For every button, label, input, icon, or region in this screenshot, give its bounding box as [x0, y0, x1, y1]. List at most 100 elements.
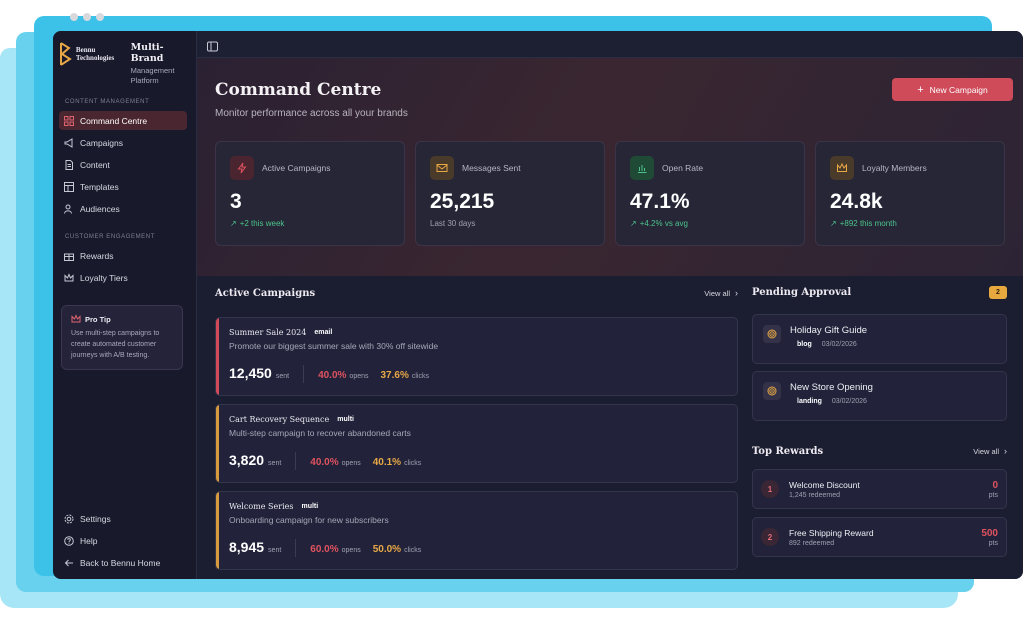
trend-up-icon: ↗: [830, 219, 837, 228]
section-header: Pending Approval 2: [752, 277, 1007, 307]
stat-card-messages-sent: Messages Sent 25,215 Last 30 days: [415, 141, 605, 246]
open-rate: 60.0%: [310, 544, 339, 555]
gift-icon: [64, 251, 74, 261]
bennu-logo-icon: [59, 42, 72, 66]
click-rate: 37.6%: [380, 370, 409, 381]
sidebar-item-campaigns[interactable]: Campaigns: [59, 133, 187, 152]
brand[interactable]: Bennu Technologies Multi-Brand Managemen…: [53, 31, 196, 87]
sidebar-item-help[interactable]: Help: [59, 531, 187, 550]
stat-value: 24.8k: [830, 190, 883, 213]
approval-title: Holiday Gift Guide: [790, 325, 868, 336]
sidebar-item-settings[interactable]: Settings: [59, 509, 187, 528]
opens-label: opens: [349, 373, 369, 380]
campaign-metrics: 8,945 sent 60.0% opens 50.0% clicks: [229, 539, 724, 557]
stat-card-active-campaigns: Active Campaigns 3 ↗ +2 this week: [215, 141, 405, 246]
approval-meta: blog 03/02/2026: [790, 341, 867, 348]
target-icon: [763, 325, 781, 343]
topbar: [197, 31, 1023, 58]
section-label-engagement: CUSTOMER ENGAGEMENT: [65, 234, 155, 240]
stat-card-loyalty-members: Loyalty Members 24.8k ↗ +892 this month: [815, 141, 1005, 246]
lower-section: Active Campaigns View all › Summer Sale 2…: [197, 277, 1023, 579]
approval-title: New Store Opening: [790, 382, 873, 393]
sidebar-item-loyalty-tiers[interactable]: Loyalty Tiers: [59, 268, 187, 287]
sidebar-item-back-home[interactable]: Back to Bennu Home: [59, 553, 187, 572]
campaign-card[interactable]: Summer Sale 2024 email Promote our bigge…: [215, 317, 738, 396]
opens-label: opens: [341, 460, 361, 467]
section-header: Top Rewards View all ›: [752, 435, 1007, 467]
sidebar: Bennu Technologies Multi-Brand Managemen…: [53, 31, 197, 579]
reward-info: Free Shipping Reward 892 redeemed: [789, 528, 981, 547]
reward-item[interactable]: 2 Free Shipping Reward 892 redeemed 500 …: [752, 517, 1007, 557]
points-value: 0: [992, 479, 998, 491]
approval-item[interactable]: Holiday Gift Guide blog 03/02/2026: [752, 314, 1007, 364]
click-rate: 40.1%: [372, 457, 402, 468]
reward-points: 0 pts: [989, 480, 998, 499]
hero-section: Command Centre Monitor performance acros…: [197, 58, 1023, 276]
campaign-name: Cart Recovery Sequence: [229, 415, 330, 424]
sidebar-item-content[interactable]: Content: [59, 155, 187, 174]
reward-redeemed: 1,245 redeemed: [789, 491, 840, 499]
sidebar-item-label: Audiences: [80, 203, 120, 214]
sidebar-item-templates[interactable]: Templates: [59, 177, 187, 196]
sent-label: sent: [275, 373, 290, 380]
reward-item[interactable]: 1 Welcome Discount 1,245 redeemed 0 pts: [752, 469, 1007, 509]
approval-item[interactable]: New Store Opening landing 03/02/2026: [752, 371, 1007, 421]
sent-label: sent: [268, 547, 282, 554]
view-all-campaigns-link[interactable]: View all ›: [704, 288, 738, 298]
campaign-name: Welcome Series: [229, 502, 294, 511]
sidebar-item-label: Content: [80, 159, 110, 170]
users-icon: [64, 204, 74, 214]
stat-card-open-rate: Open Rate 47.1% ↗ +4.2% vs avg: [615, 141, 805, 246]
stat-head: Active Campaigns: [230, 156, 390, 180]
view-all-rewards-link[interactable]: View all ›: [973, 446, 1007, 456]
section-title: Pending Approval: [752, 286, 852, 298]
grid-icon: [64, 115, 74, 126]
reward-info: Welcome Discount 1,245 redeemed: [789, 480, 989, 499]
rank-badge: 2: [761, 528, 779, 546]
megaphone-icon: [64, 137, 74, 148]
help-icon: [64, 535, 74, 546]
new-campaign-button[interactable]: + New Campaign: [892, 78, 1013, 101]
opens-label: opens: [341, 547, 361, 554]
stat-sub: Last 30 days: [430, 219, 476, 228]
sidebar-item-rewards[interactable]: Rewards: [59, 246, 187, 265]
crown-icon: [64, 272, 74, 283]
sidebar-item-label: Settings: [80, 513, 111, 524]
reward-redeemed: 892 redeemed: [789, 539, 835, 547]
main-content: Command Centre Monitor performance acros…: [197, 31, 1023, 579]
target-icon: [763, 382, 781, 400]
bolt-icon: [230, 156, 254, 180]
campaign-accent-bar: [216, 318, 219, 395]
sent-label: sent: [268, 460, 282, 467]
chevron-right-icon: ›: [1004, 446, 1007, 456]
click-rate: 50.0%: [372, 544, 402, 555]
sidebar-toggle-icon[interactable]: [207, 39, 218, 51]
sidebar-item-audiences[interactable]: Audiences: [59, 199, 187, 218]
stats-row: Active Campaigns 3 ↗ +2 this week Message…: [215, 141, 1005, 246]
sidebar-item-label: Rewards: [80, 250, 114, 261]
logo-text: Bennu Technologies: [75, 46, 115, 62]
sidebar-item-label: Back to Bennu Home: [80, 557, 161, 568]
approval-tag: landing: [797, 398, 822, 405]
campaign-title-row: Summer Sale 2024 email: [229, 328, 724, 337]
active-campaigns-panel: Active Campaigns View all › Summer Sale 2…: [215, 277, 738, 570]
mail-icon: [430, 156, 454, 180]
sidebar-item-label: Campaigns: [80, 137, 123, 148]
campaign-description: Multi-step campaign to recover abandoned…: [229, 428, 411, 438]
campaign-accent-bar: [216, 405, 219, 482]
sidebar-item-command-centre[interactable]: Command Centre: [59, 111, 187, 130]
clicks-label: clicks: [404, 460, 422, 467]
campaign-description: Promote our biggest summer sale with 30%…: [229, 341, 439, 351]
open-rate: 40.0%: [318, 370, 347, 381]
campaign-metrics: 12,450 sent 40.0% opens 37.6% clicks: [229, 365, 724, 383]
section-title: Top Rewards: [752, 445, 824, 457]
campaign-card[interactable]: Cart Recovery Sequence multi Multi-step …: [215, 404, 738, 483]
new-campaign-label: New Campaign: [929, 84, 988, 95]
campaign-card[interactable]: Welcome Series multi Onboarding campaign…: [215, 491, 738, 570]
open-rate: 40.0%: [310, 457, 339, 468]
stat-head: Loyalty Members: [830, 156, 990, 180]
campaign-description: Onboarding campaign for new subscribers: [229, 515, 389, 525]
app-window: Bennu Technologies Multi-Brand Managemen…: [53, 31, 1023, 579]
sidebar-item-label: Help: [80, 535, 98, 546]
